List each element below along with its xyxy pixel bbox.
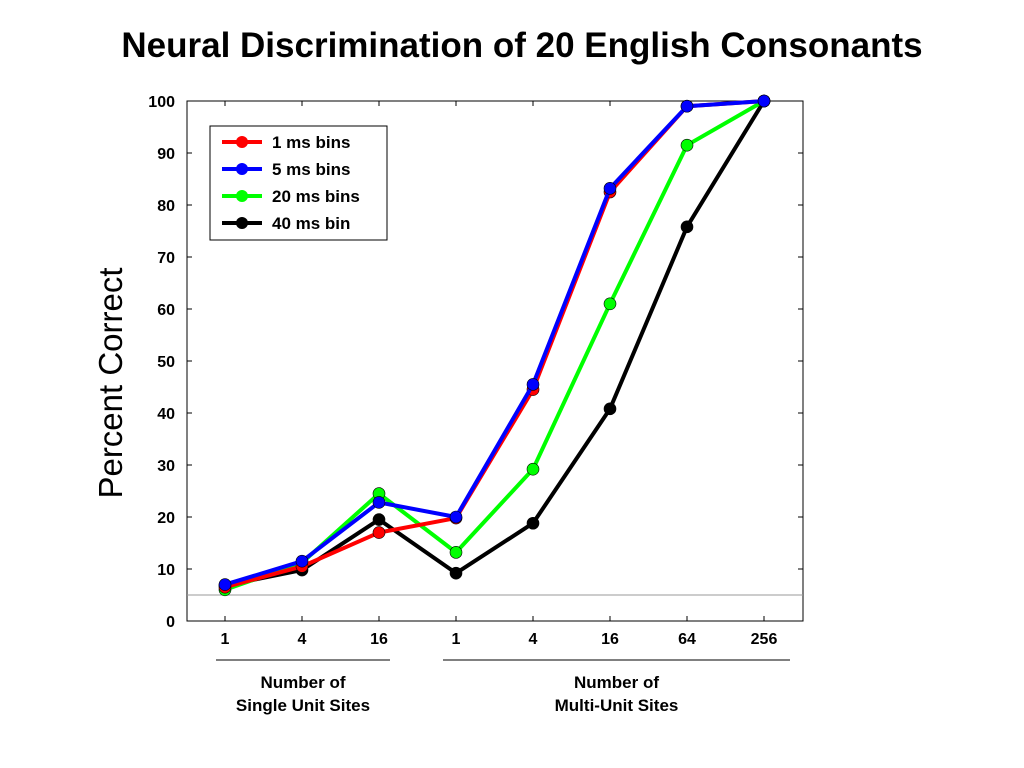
x-tick-label: 4	[298, 631, 307, 648]
y-tick-label: 30	[157, 458, 175, 475]
y-tick-label: 90	[157, 146, 175, 163]
legend-label: 5 ms bins	[272, 160, 350, 179]
series-point	[218, 578, 232, 591]
x-tick-label: 16	[370, 631, 388, 648]
series-point	[449, 510, 463, 524]
series-point	[603, 297, 617, 311]
group-label-line2: Single Unit Sites	[236, 696, 370, 715]
legend-label: 1 ms bins	[272, 133, 350, 152]
x-tick-label: 256	[751, 631, 778, 648]
series-point	[372, 513, 386, 526]
legend-swatch-marker	[236, 217, 248, 229]
y-tick-label: 70	[157, 250, 175, 267]
y-tick-label: 100	[148, 94, 175, 111]
legend-label: 40 ms bin	[272, 214, 350, 233]
x-tick-label: 16	[601, 631, 619, 648]
legend-label: 20 ms bins	[272, 187, 360, 206]
series-point	[372, 526, 386, 539]
series-point	[372, 496, 386, 509]
group-label-line1: Number of	[574, 673, 659, 692]
x-tick-label: 1	[221, 631, 230, 648]
x-tick-label: 4	[529, 631, 538, 648]
series-point	[295, 554, 309, 568]
series-point	[603, 402, 617, 416]
group-label-line2: Multi-Unit Sites	[555, 696, 679, 715]
series-point	[449, 566, 463, 580]
y-tick-label: 60	[157, 302, 175, 319]
y-tick-label: 40	[157, 406, 175, 423]
legend-swatch-marker	[236, 163, 248, 175]
x-tick-label: 64	[678, 631, 696, 648]
chart-title: Neural Discrimination of 20 English Cons…	[121, 26, 923, 65]
legend-swatch-marker	[236, 190, 248, 202]
y-tick-label: 50	[157, 354, 175, 371]
x-tick-label: 1	[452, 631, 461, 648]
y-tick-label: 0	[166, 614, 175, 631]
y-tick-label: 10	[157, 562, 175, 579]
series-point	[680, 99, 694, 113]
series-point	[526, 516, 540, 530]
series-point	[603, 182, 617, 195]
series-point	[449, 546, 463, 559]
y-tick-label: 80	[157, 198, 175, 215]
series-point	[526, 378, 540, 391]
y-axis-label: Percent Correct	[92, 267, 129, 498]
series-point	[526, 462, 540, 476]
legend-swatch-marker	[236, 136, 248, 148]
series-point	[680, 220, 694, 234]
series-line	[224, 99, 765, 587]
group-label-line1: Number of	[261, 673, 346, 692]
series-point	[680, 138, 694, 152]
y-tick-label: 20	[157, 510, 175, 527]
series-point	[757, 94, 771, 108]
